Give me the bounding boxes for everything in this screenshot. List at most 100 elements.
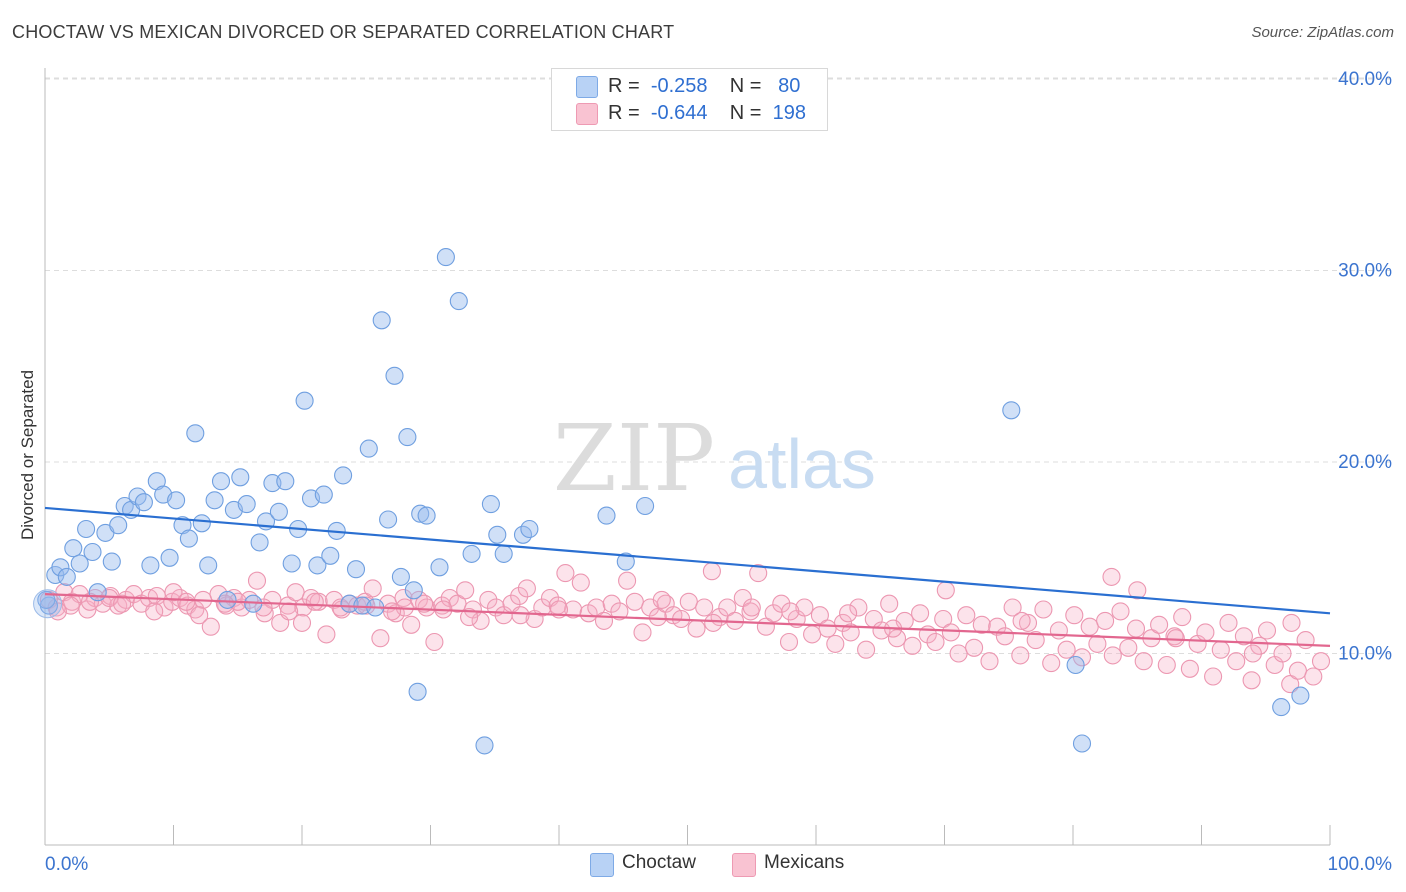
mexicans-point xyxy=(1273,644,1292,663)
mexicans-point xyxy=(941,623,960,642)
mexicans-point xyxy=(425,632,444,652)
choctaw-point xyxy=(359,439,378,458)
mexicans-point xyxy=(571,573,590,592)
mexicans-point xyxy=(325,590,344,609)
choctaw-point xyxy=(449,292,468,311)
legend-r-label: R = xyxy=(608,102,640,124)
bottom-legend-label-mexicans: Mexicans xyxy=(764,852,845,873)
choctaw-point xyxy=(295,391,314,410)
mexicans-point xyxy=(926,632,945,652)
mexicans-point xyxy=(781,602,800,621)
y-tick-label: 30.0% xyxy=(1338,261,1392,282)
mexicans-point xyxy=(1150,615,1169,634)
choctaw-point xyxy=(160,548,179,567)
choctaw-point xyxy=(282,554,301,573)
mexicans-point xyxy=(972,615,991,634)
mexicans-point xyxy=(872,621,891,640)
choctaw-point-large xyxy=(33,589,63,619)
choctaw-point xyxy=(346,560,366,579)
choctaw-point xyxy=(488,525,507,544)
choctaw-point xyxy=(70,554,89,573)
axes xyxy=(44,68,1331,846)
mexicans-point xyxy=(460,608,479,627)
mexicans-point xyxy=(48,602,67,621)
choctaw-point xyxy=(334,466,353,485)
mexicans-point xyxy=(363,579,382,598)
mexicans-point xyxy=(995,627,1014,646)
mexicans-point xyxy=(610,602,629,621)
bottom-legend-swatch-mexicans xyxy=(732,853,756,877)
mexicans-point xyxy=(331,598,350,617)
legend-swatch-choctaw xyxy=(576,76,598,98)
mexicans-point xyxy=(1049,621,1068,640)
mexicans-point xyxy=(80,592,100,611)
mexicans-point xyxy=(1281,675,1300,694)
mexicans-point xyxy=(602,594,621,613)
choctaw-point xyxy=(314,485,333,504)
mexicans-point xyxy=(936,581,955,600)
mexicans-point xyxy=(1103,646,1122,665)
mexicans-point xyxy=(280,602,299,621)
legend-r-value-choctaw: -0.258 xyxy=(650,75,708,97)
mexicans-point xyxy=(742,598,761,617)
choctaw-point xyxy=(494,544,513,563)
mexicans-point xyxy=(911,604,930,623)
choctaw-point xyxy=(1072,734,1092,753)
choctaw-point xyxy=(205,491,224,510)
mexicans-point xyxy=(695,598,714,617)
choctaw-point xyxy=(218,590,237,609)
choctaw-point xyxy=(269,502,288,521)
mexicans-point xyxy=(1304,667,1323,686)
legend-r-value-mexicans: -0.644 xyxy=(650,102,708,124)
mexicans-point xyxy=(1119,638,1138,657)
mexicans-point xyxy=(382,602,402,621)
choctaw-point xyxy=(167,491,186,510)
mexicans-point xyxy=(415,594,434,613)
choctaw-point xyxy=(597,506,616,525)
mexicans-point xyxy=(841,623,860,642)
mexicans-point xyxy=(679,592,698,611)
choctaw-point xyxy=(192,514,211,533)
mexicans-point xyxy=(648,608,667,627)
mexicans-point xyxy=(456,581,475,600)
choctaw-point xyxy=(520,519,539,539)
choctaw-point xyxy=(1066,655,1085,675)
mexicans-point xyxy=(934,609,953,629)
mexicans-point xyxy=(1257,621,1277,640)
choctaw-point xyxy=(57,567,76,586)
mexicans-point xyxy=(733,588,752,608)
mexicans-point xyxy=(1018,613,1038,632)
mexicans-point xyxy=(278,596,297,615)
choctaw-point xyxy=(186,424,205,443)
mexicans-point xyxy=(849,598,868,617)
mexicans-point xyxy=(164,583,183,602)
source-label: Source: ZipAtlas.com xyxy=(1251,24,1394,41)
mexicans-point xyxy=(1065,606,1084,625)
mexicans-point xyxy=(1242,671,1261,690)
mexicans-point xyxy=(1219,613,1238,632)
choctaw-point xyxy=(211,472,231,491)
mexicans-point xyxy=(803,625,822,644)
mexicans-point xyxy=(633,623,652,642)
choctaw-point xyxy=(436,248,455,267)
choctaw-point xyxy=(179,529,198,548)
mexicans-point xyxy=(749,564,768,583)
mexicans-point xyxy=(564,600,583,619)
mexicans-point xyxy=(718,598,737,617)
chart-title: CHOCTAW VS MEXICAN DIVORCED OR SEPARATED… xyxy=(12,22,675,42)
choctaw-trend-line xyxy=(44,506,1331,615)
choctaw-point xyxy=(417,506,436,525)
series-mexicans xyxy=(39,562,1331,694)
choctaw-point xyxy=(391,567,410,586)
choctaw-point xyxy=(77,519,96,539)
y-axis-label: Divorced or Separated xyxy=(18,369,37,541)
mexicans-point xyxy=(839,604,858,623)
choctaw-point xyxy=(411,504,430,523)
choctaw-point xyxy=(481,495,500,514)
mexicans-point xyxy=(511,606,530,625)
choctaw-point xyxy=(1002,401,1021,420)
mexicans-point xyxy=(818,619,837,638)
mexicans-point xyxy=(1243,644,1262,663)
tick-labels: 10.0% 20.0% 30.0% 40.0% 0.0% 100.0% xyxy=(45,69,1392,875)
